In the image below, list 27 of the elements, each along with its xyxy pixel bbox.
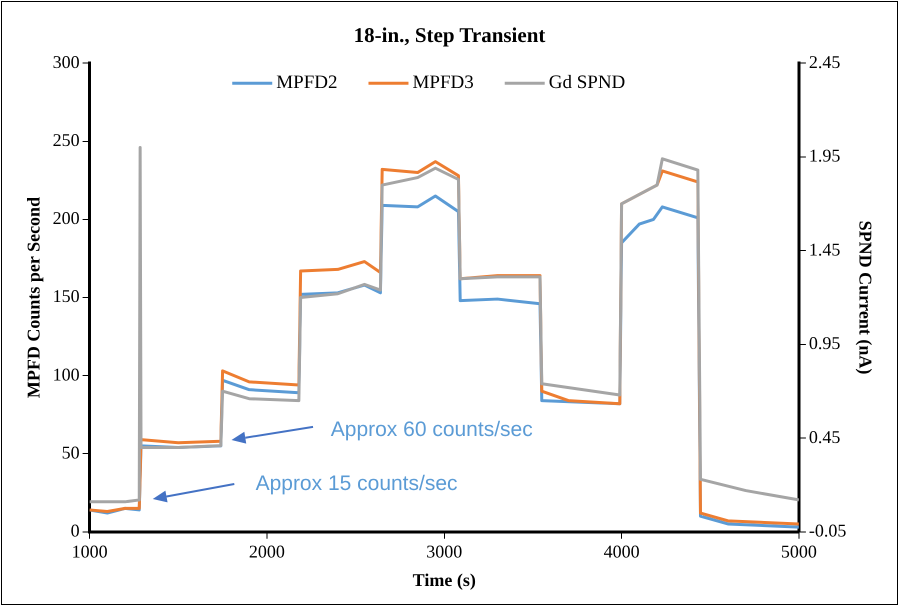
y2-tick-label: 2.45: [808, 52, 840, 72]
x-tick-label: 3000: [426, 541, 462, 562]
x-tick-label: 2000: [248, 541, 285, 562]
y2-tick-label: 0.45: [808, 426, 840, 447]
y-tick-label: 50: [62, 442, 80, 462]
y2-tick-label: 1.95: [808, 146, 840, 166]
y2-axis-title: SPND Current (nA): [856, 220, 876, 374]
annotation: Approx 15 counts/sec: [256, 472, 458, 495]
legend-label: Gd SPND: [548, 72, 626, 94]
y-tick-label: 150: [52, 286, 80, 306]
y-tick-label: 100: [52, 364, 80, 384]
legend-label: MPFD2: [276, 72, 338, 94]
x-tick-label: 1000: [72, 541, 108, 562]
y2-tick-label: -0.05: [808, 520, 846, 541]
chart-title: 18-in., Step Transient: [354, 23, 546, 48]
annotation: Approx 60 counts/sec: [330, 418, 533, 441]
y-tick-label: 0: [70, 520, 80, 541]
y-tick-label: 300: [52, 52, 80, 72]
legend-label: MPFD3: [412, 72, 474, 94]
x-tick-label: 4000: [604, 541, 640, 562]
x-tick-label: 5000: [780, 541, 817, 562]
y2-tick-label: 1.45: [808, 239, 840, 260]
y-tick-label: 200: [52, 208, 80, 228]
y-tick-label: 250: [52, 130, 80, 150]
y-axis-title: MPFD Counts per Second: [23, 196, 44, 398]
y2-tick-label: 0.95: [808, 333, 840, 354]
x-axis-title: Time (s): [412, 570, 476, 590]
